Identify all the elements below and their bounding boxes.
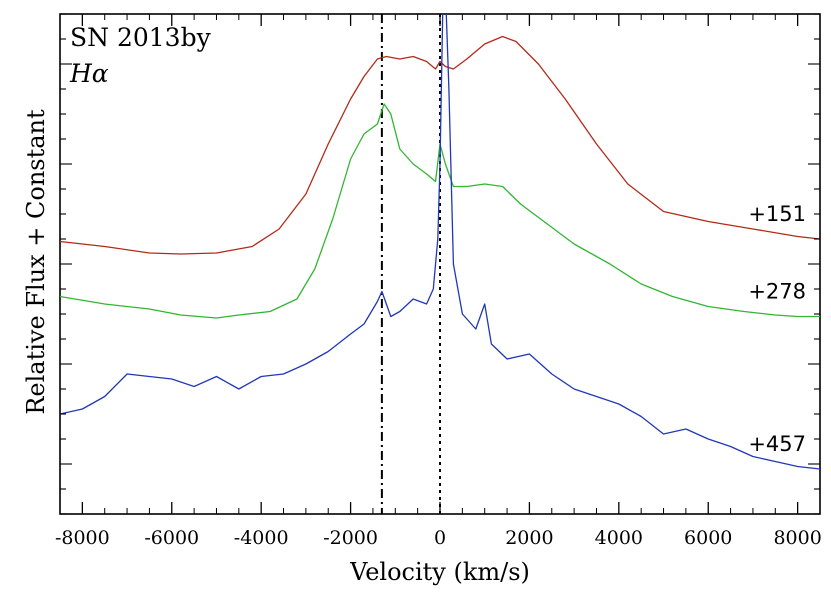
x-tick-label: -8000 <box>55 527 110 549</box>
series-line-278 <box>60 103 820 319</box>
series-labels: +151 +278 +457 <box>748 202 806 456</box>
y-axis-label: Relative Flux + Constant <box>22 109 50 415</box>
x-tick-label: -6000 <box>144 527 199 549</box>
x-tick-label: 0 <box>434 527 446 549</box>
x-tick-label: -4000 <box>234 527 289 549</box>
series-line-151 <box>60 35 820 255</box>
axis-ticks: -8000 -6000 -4000 -2000 0 2000 4000 6000 8000 <box>55 13 822 549</box>
plot-area: -8000 -6000 -4000 -2000 0 2000 4000 6000 8000 +1… <box>55 13 822 549</box>
x-tick-label: 8000 <box>773 527 821 549</box>
series-label-457: +457 <box>748 432 806 456</box>
chart-subtitle: Hα <box>69 59 109 88</box>
x-tick-label: -2000 <box>323 527 378 549</box>
series-layer <box>60 14 820 470</box>
x-tick-label: 4000 <box>595 527 643 549</box>
x-axis-label: Velocity (km/s) <box>349 558 530 586</box>
series-label-151: +151 <box>748 202 806 226</box>
series-label-278: +278 <box>748 280 806 304</box>
plot-frame <box>59 13 821 515</box>
x-tick-label: 2000 <box>505 527 553 549</box>
x-tick-label: 6000 <box>684 527 732 549</box>
series-line-457 <box>60 14 820 470</box>
chart-title: SN 2013by <box>70 23 212 52</box>
reference-lines <box>380 14 441 514</box>
